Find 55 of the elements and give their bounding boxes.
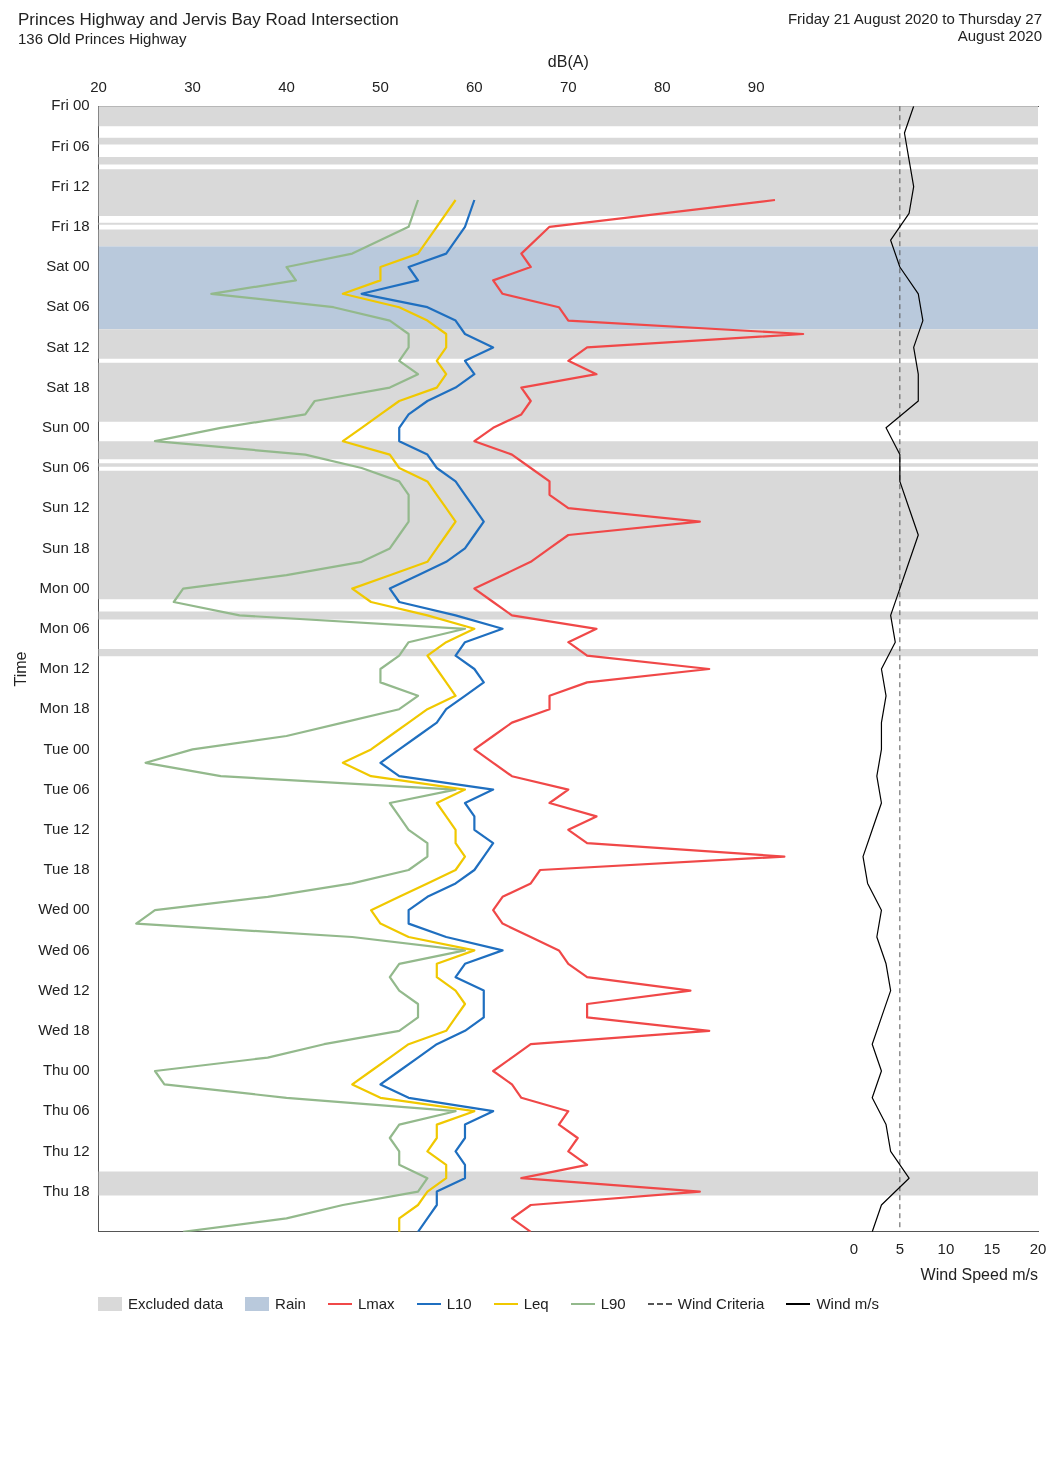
- x2-axis-title: Wind Speed m/s: [920, 1265, 1038, 1283]
- legend-label: L10: [446, 1295, 472, 1312]
- x2-tick-label: 5: [895, 1239, 905, 1257]
- x2-tick-label: 10: [937, 1239, 955, 1257]
- legend-label: Wind m/s: [816, 1295, 879, 1312]
- y-tick-label: Sat 00: [46, 257, 90, 275]
- x-tick-label: 50: [372, 78, 389, 96]
- y-tick-label: Tue 18: [43, 860, 90, 878]
- x-tick-label: 40: [278, 78, 295, 96]
- y-tick-label: Fri 12: [51, 176, 90, 194]
- x2-tick-label: 15: [983, 1239, 1001, 1257]
- y-tick-label: Mon 06: [39, 618, 90, 636]
- chart-title: Princes Highway and Jervis Bay Road Intersection: [18, 10, 399, 30]
- y-tick-label: Mon 12: [39, 659, 90, 677]
- x2-tick-label: 20: [1029, 1239, 1047, 1257]
- legend-label: Lmax: [357, 1295, 395, 1312]
- x-tick-label: 80: [653, 78, 671, 96]
- x-axis-title: dB(A): [547, 53, 589, 71]
- y-tick-label: Thu 00: [42, 1061, 90, 1079]
- y-tick-label: Tue 06: [43, 779, 90, 797]
- text: Friday 21 August 2020 to Thursday 27 August 2020: [786, 10, 1042, 44]
- y-tick-label: Fri 18: [51, 216, 90, 234]
- legend-label: Leq: [523, 1295, 549, 1312]
- y-tick-label: Tue 12: [43, 819, 90, 837]
- y-tick-label: Wed 00: [38, 900, 90, 918]
- y-tick-label: Mon 18: [39, 699, 90, 717]
- y-tick-label: Sun 06: [42, 458, 90, 476]
- x-tick-label: 90: [747, 78, 765, 96]
- y-tick-label: Thu 12: [42, 1141, 90, 1159]
- y-tick-label: Sat 06: [46, 297, 90, 315]
- y-axis-title: Time: [12, 651, 30, 687]
- y-tick-label: Wed 18: [38, 1020, 90, 1038]
- y-tick-label: Thu 18: [42, 1181, 90, 1199]
- legend-label: Rain: [275, 1295, 306, 1312]
- legend-label: L90: [600, 1295, 626, 1312]
- y-tick-label: Tue 00: [43, 739, 90, 757]
- legend-label: Excluded data: [128, 1295, 224, 1312]
- y-tick-label: Fri 06: [51, 136, 90, 154]
- x-tick-label: 60: [466, 78, 483, 96]
- y-tick-label: Wed 06: [38, 940, 90, 958]
- x-tick-label: 30: [184, 78, 201, 96]
- x-tick-label: 20: [90, 78, 107, 96]
- y-tick-label: Mon 00: [39, 578, 90, 596]
- chart-subtitle: 136 Old Princes Highway: [18, 30, 188, 47]
- legend-label: Wind Criteria: [677, 1295, 765, 1312]
- y-tick-label: Sun 18: [42, 538, 90, 556]
- y-tick-label: Wed 12: [38, 980, 90, 998]
- y-tick-label: Fri 00: [51, 96, 90, 114]
- y-tick-label: Thu 06: [42, 1101, 90, 1119]
- y-tick-label: Sat 12: [46, 337, 90, 355]
- y-tick-label: Sat 18: [46, 377, 90, 395]
- x2-tick-label: 0: [849, 1239, 858, 1257]
- y-tick-label: Sun 12: [42, 498, 90, 516]
- x-tick-label: 70: [559, 78, 577, 96]
- y-tick-label: Sun 00: [42, 417, 90, 435]
